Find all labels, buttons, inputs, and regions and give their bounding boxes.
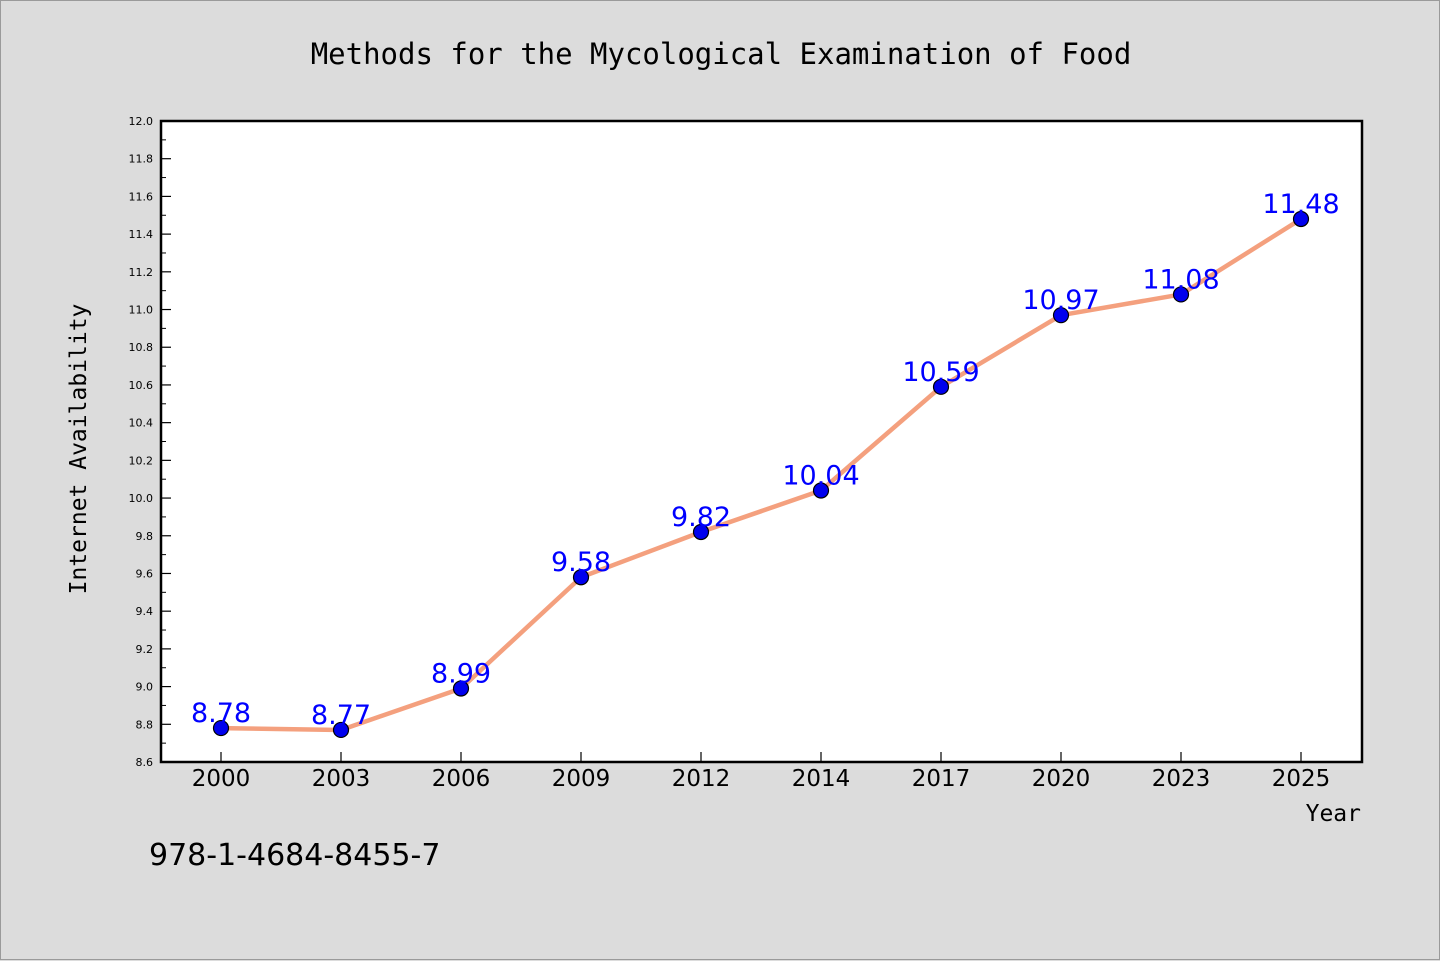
data-label: 9.58 (551, 547, 611, 578)
data-label: 8.78 (191, 698, 251, 729)
series-line-group: 8.78 8.77 8.99 9.58 9.82 10.04 10.59 10.97 11.08… (191, 189, 1340, 739)
data-point (812, 482, 830, 499)
y-tick-label: 10.4 (129, 417, 154, 430)
x-tick-label: 2025 (1272, 766, 1331, 792)
data-label: 10.59 (902, 357, 979, 388)
y-tick-label: 9.2 (136, 643, 154, 656)
data-label: 11.48 (1262, 189, 1339, 220)
data-label: 9.82 (671, 502, 731, 533)
data-point (572, 569, 590, 586)
x-tick-label: 2012 (672, 766, 731, 792)
chart-title: Methods for the Mycological Examination … (311, 37, 1132, 71)
data-label: 11.08 (1142, 264, 1219, 295)
data-point (932, 378, 950, 395)
plot-area (159, 119, 1364, 764)
series-line (218, 216, 1304, 733)
footer-isbn: 978-1-4684-8455-7 (149, 838, 440, 873)
data-label: 8.77 (311, 700, 371, 731)
data-point (1172, 286, 1190, 303)
y-tick-label: 11.6 (129, 190, 154, 203)
y-tick-label: 9.0 (136, 681, 154, 694)
y-tick-label: 10.8 (129, 341, 154, 354)
y-tick-label: 8.8 (136, 718, 154, 731)
data-point (332, 721, 350, 739)
y-tick-label: 12.0 (129, 115, 154, 128)
y-tick-label: 11.0 (129, 304, 154, 317)
x-tick-label: 2000 (192, 766, 251, 792)
x-tick-label: 2009 (552, 766, 611, 792)
y-tick-label: 9.8 (136, 530, 154, 543)
x-axis-label: Year (1306, 801, 1361, 827)
x-tick-label: 2023 (1152, 766, 1211, 792)
x-tick-label: 2003 (312, 766, 371, 792)
y-axis: 8.6 8.8 9.0 9.2 9.4 9.6 9.8 10.0 10.2 10.4 10.6 10.… (129, 115, 171, 769)
y-tick-label: 10.6 (129, 379, 154, 392)
y-tick-label: 10.0 (129, 492, 154, 505)
x-tick-label: 2014 (792, 766, 851, 792)
y-axis-label: Internet Availability (66, 304, 92, 595)
y-tick-label: 10.2 (129, 454, 154, 467)
data-point (692, 523, 710, 541)
x-tick-label: 2006 (432, 766, 491, 792)
data-point (452, 680, 470, 697)
data-point (212, 719, 230, 737)
x-tick-label: 2017 (912, 766, 971, 792)
data-label: 10.97 (1022, 285, 1099, 316)
x-axis: 2000 2003 2006 2009 2012 2014 2017 2020 2023 2025 (192, 752, 1331, 792)
y-tick-label: 11.8 (129, 153, 154, 166)
x-tick-label: 2020 (1032, 766, 1091, 792)
data-point (1052, 307, 1070, 324)
y-tick-label: 9.6 (136, 567, 154, 580)
y-tick-label: 8.6 (136, 756, 154, 769)
data-label: 8.99 (431, 658, 491, 689)
data-label: 10.04 (782, 461, 859, 492)
y-tick-label: 9.4 (136, 605, 154, 618)
data-point (1292, 210, 1310, 228)
y-tick-label: 11.4 (129, 228, 154, 241)
y-tick-label: 11.2 (129, 266, 154, 279)
